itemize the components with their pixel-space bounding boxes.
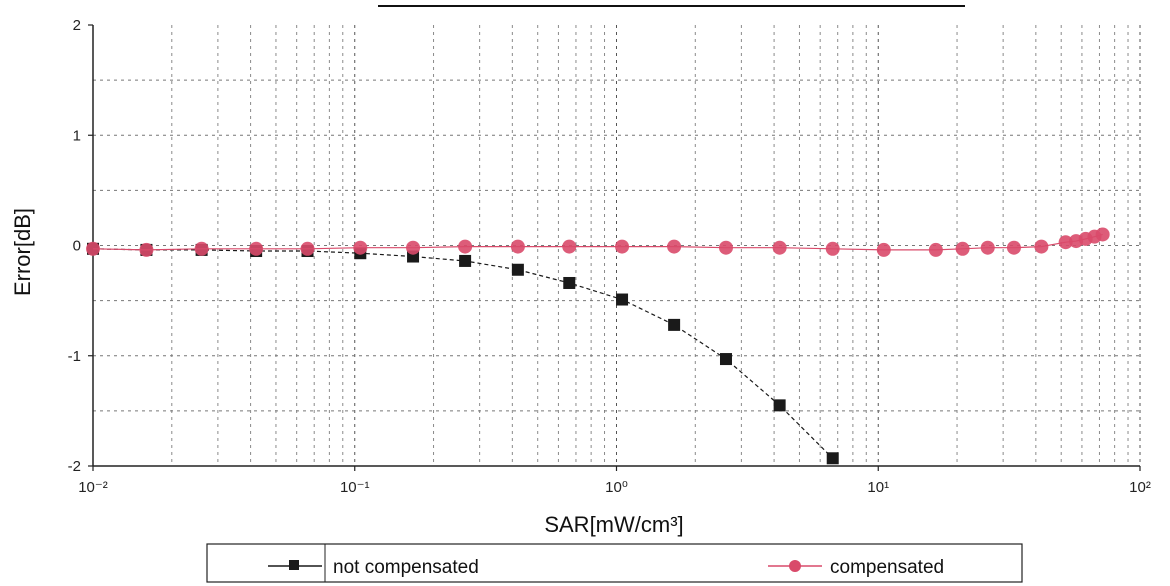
data-point-compensated	[825, 241, 840, 256]
legend-marker-compensated	[789, 560, 801, 572]
data-point-compensated	[249, 241, 264, 256]
y-tick-label: -1	[68, 348, 81, 365]
data-point-compensated	[353, 240, 368, 255]
data-point-not-compensated	[563, 276, 576, 289]
y-axis-title: Error[dB]	[10, 208, 35, 296]
y-tick-label: 1	[73, 127, 81, 144]
data-point-compensated	[1058, 235, 1073, 250]
x-tick-label: 10⁻²	[78, 479, 108, 496]
data-point-compensated	[1095, 227, 1110, 242]
data-point-not-compensated	[826, 452, 839, 465]
data-point-compensated	[510, 239, 525, 254]
data-point-compensated	[667, 239, 682, 254]
legend-marker-not-compensated	[289, 560, 299, 570]
data-point-compensated	[718, 240, 733, 255]
data-point-compensated	[562, 239, 577, 254]
legend-label-compensated: compensated	[830, 557, 944, 578]
data-point-compensated	[194, 241, 209, 256]
data-point-compensated	[1034, 239, 1049, 254]
series-layer	[86, 227, 1110, 465]
data-point-not-compensated	[719, 353, 732, 366]
x-tick-label: 10²	[1129, 479, 1151, 496]
data-point-not-compensated	[616, 293, 629, 306]
x-tick-label: 10⁻¹	[340, 479, 370, 496]
y-tick-label: 0	[73, 238, 81, 255]
y-tick-label: 2	[73, 17, 81, 34]
data-point-compensated	[615, 239, 630, 254]
data-point-compensated	[955, 241, 970, 256]
legend-box	[206, 543, 1023, 583]
data-point-compensated	[876, 242, 891, 257]
data-point-not-compensated	[773, 399, 786, 412]
data-point-compensated	[980, 240, 995, 255]
data-point-not-compensated	[668, 318, 681, 331]
data-point-not-compensated	[459, 254, 472, 267]
x-axis-title: SAR[mW/cm³]	[544, 512, 683, 537]
ticks: 2 1 0 -1 -2 10⁻² 10⁻¹ 10⁰ 10¹ 10²	[68, 17, 1151, 496]
data-point-not-compensated	[511, 263, 524, 276]
data-point-compensated	[300, 241, 315, 256]
x-tick-label: 10⁰	[605, 479, 628, 496]
data-point-compensated	[772, 240, 787, 255]
x-tick-label: 10¹	[867, 479, 889, 496]
data-point-compensated	[1006, 240, 1021, 255]
y-tick-label: -2	[68, 458, 81, 475]
data-point-compensated	[458, 239, 473, 254]
data-point-compensated	[928, 242, 943, 257]
legend-label-not-compensated: not compensated	[333, 557, 479, 578]
legend: not compensated compensated	[206, 543, 1023, 583]
data-point-compensated	[139, 242, 154, 257]
data-point-compensated	[86, 241, 100, 256]
data-point-compensated	[406, 240, 421, 255]
